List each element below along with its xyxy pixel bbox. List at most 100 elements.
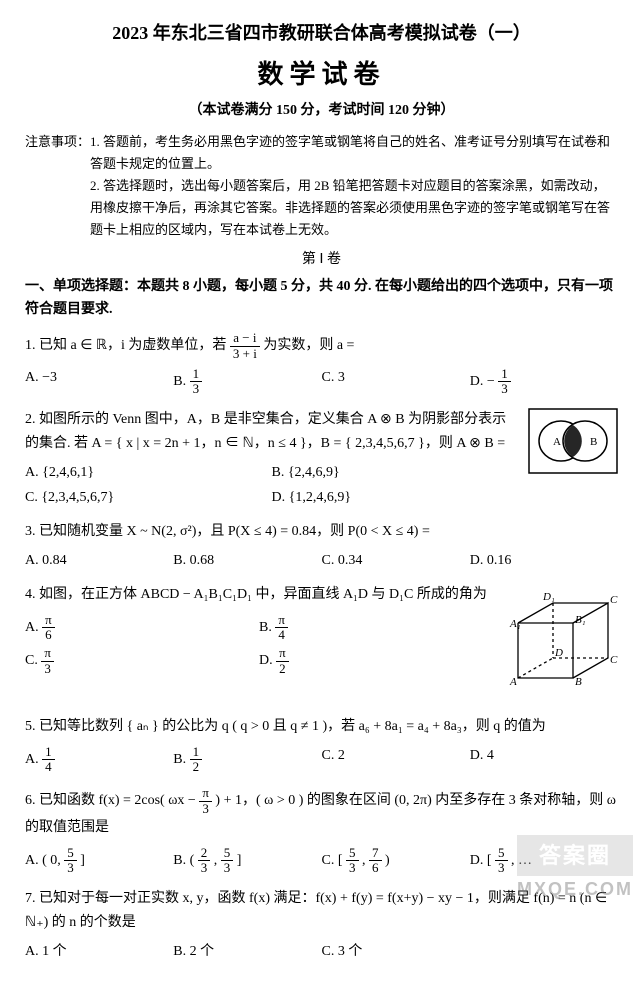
- q4-opt-c: C. π3: [25, 644, 259, 678]
- frac-den: 4: [275, 628, 288, 642]
- frac-num: 1: [498, 367, 511, 382]
- frac-num: 2: [198, 846, 211, 861]
- opt-prefix: B.: [173, 374, 189, 389]
- opt-mid: ,: [214, 853, 221, 868]
- notes-item: 1. 答题前，考生务必用黑色字迹的签字笔或钢笔将自己的姓名、准考证号分别填写在试…: [90, 131, 618, 175]
- q6-opt-a: A. ( 0, 53 ]: [25, 844, 173, 878]
- frac-den: 3 + i: [230, 347, 260, 361]
- q3-stem: 3. 已知随机变量 X ~ N(2, σ²)，且 P(X ≤ 4) = 0.84…: [25, 520, 618, 544]
- frac-den: 3: [346, 861, 359, 875]
- frac-den: 6: [42, 628, 55, 642]
- q7-opt-a: A. 1 个: [25, 939, 173, 964]
- opt-prefix: D. [: [470, 853, 495, 868]
- cube-label: C: [610, 654, 618, 666]
- opt-prefix: B.: [173, 752, 189, 767]
- frac-den: 3: [41, 662, 54, 676]
- frac-den: 2: [190, 760, 203, 774]
- opt-prefix: A. ( 0,: [25, 853, 64, 868]
- opt-prefix: A.: [25, 620, 42, 635]
- opt-prefix: D.: [259, 653, 276, 668]
- q7-stem: 7. 已知对于每一对正实数 x, y，函数 f(x) 满足：f(x) + f(y…: [25, 887, 618, 935]
- q6-opt-b: B. ( 23 , 53 ]: [173, 844, 321, 878]
- frac-num: 1: [42, 745, 55, 760]
- opt-suffix: ]: [237, 853, 242, 868]
- q5-stem: 5. 已知等比数列 { aₙ } 的公比为 q ( q > 0 且 q ≠ 1 …: [25, 715, 618, 739]
- frac-den: 4: [42, 760, 55, 774]
- sub-title: 数学试卷: [25, 55, 618, 94]
- q3-opt-d: D. 0.16: [470, 548, 618, 573]
- frac-num: π: [276, 646, 289, 661]
- cube-label: B₁: [575, 614, 586, 626]
- cube-label: A₁: [509, 618, 521, 630]
- q7-opt-b: B. 2 个: [173, 939, 321, 964]
- frac-num: 5: [495, 846, 508, 861]
- cube-label: A: [509, 676, 517, 688]
- venn-label-b: B: [590, 436, 597, 448]
- q6-opt-c: C. [ 53 , 76 ): [322, 844, 470, 878]
- question-7: 7. 已知对于每一对正实数 x, y，函数 f(x) 满足：f(x) + f(y…: [25, 887, 618, 964]
- q3-opt-a: A. 0.84: [25, 548, 173, 573]
- cube-label: B: [575, 676, 582, 688]
- frac-num: π: [275, 613, 288, 628]
- notes-label: 注意事项：: [25, 131, 90, 175]
- frac-num: 1: [190, 367, 203, 382]
- q5-opt-a: A. 14: [25, 743, 173, 777]
- cube-label: D: [554, 647, 563, 659]
- opt-prefix: B. (: [173, 853, 198, 868]
- frac-den: 6: [369, 861, 382, 875]
- opt-prefix: C.: [25, 653, 41, 668]
- q2-opt-d: D. {1,2,4,6,9}: [272, 485, 519, 510]
- frac-den: 3: [498, 382, 511, 396]
- q1-stem-prefix: 1. 已知 a ∈ ℝ，i 为虚数单位，若: [25, 338, 230, 353]
- q6-opt-d: D. [ 53 , …: [470, 844, 618, 878]
- question-4: 4. 如图，在正方体 ABCD − A₁B₁C₁D₁ 中，异面直线 A₁D 与 …: [25, 583, 618, 705]
- q1-opt-c: C. 3: [322, 365, 470, 399]
- question-3: 3. 已知随机变量 X ~ N(2, σ²)，且 P(X ≤ 4) = 0.84…: [25, 520, 618, 573]
- question-6: 6. 已知函数 f(x) = 2cos( ωx − π3 ) + 1，( ω >…: [25, 786, 618, 877]
- frac-num: 5: [64, 846, 77, 861]
- main-title: 2023 年东北三省四市教研联合体高考模拟试卷（一）: [25, 20, 618, 47]
- frac-den: 3: [221, 861, 234, 875]
- q7-opt-c: C. 3 个: [322, 939, 470, 964]
- exam-info: （本试卷满分 150 分，考试时间 120 分钟）: [25, 100, 618, 121]
- cube-label: C₁: [610, 594, 618, 606]
- q4-opt-a: A. π6: [25, 611, 259, 645]
- part-label: 第 Ⅰ 卷: [25, 249, 618, 270]
- frac-num: π: [42, 613, 55, 628]
- q4-opt-d: D. π2: [259, 644, 493, 678]
- q1-fraction: a − i 3 + i: [230, 331, 260, 361]
- frac-num: 7: [369, 846, 382, 861]
- question-1: 1. 已知 a ∈ ℝ，i 为虚数单位，若 a − i 3 + i 为实数，则 …: [25, 331, 618, 398]
- q5-opt-b: B. 12: [173, 743, 321, 777]
- opt-prefix: C. [: [322, 853, 347, 868]
- opt-suffix: , …: [511, 853, 532, 868]
- q1-opt-d: D. − 13: [470, 365, 618, 399]
- frac-den: 3: [198, 861, 211, 875]
- question-5: 5. 已知等比数列 { aₙ } 的公比为 q ( q > 0 且 q ≠ 1 …: [25, 715, 618, 776]
- q2-opt-b: B. {2,4,6,9}: [272, 460, 519, 485]
- venn-diagram: A B: [528, 408, 618, 510]
- notes-spacer: [25, 175, 90, 241]
- question-2: 2. 如图所示的 Venn 图中，A，B 是非空集合，定义集合 A ⊗ B 为阴…: [25, 408, 618, 510]
- venn-label-a: A: [553, 436, 561, 448]
- q2-opt-c: C. {2,3,4,5,6,7}: [25, 485, 272, 510]
- q1-opt-b: B. 13: [173, 365, 321, 399]
- q3-opt-c: C. 0.34: [322, 548, 470, 573]
- section-head: 一、单项选择题：本题共 8 小题，每小题 5 分，共 40 分. 在每小题给出的…: [25, 276, 618, 321]
- frac-num: π: [199, 786, 212, 801]
- opt-prefix: B.: [259, 620, 275, 635]
- q1-stem-suffix: 为实数，则 a =: [263, 338, 354, 353]
- q7-opt-d: [470, 939, 618, 964]
- q2-opt-a: A. {2,4,6,1}: [25, 460, 272, 485]
- frac-num: a − i: [230, 331, 260, 346]
- opt-mid: ,: [362, 853, 369, 868]
- frac-den: 3: [495, 861, 508, 875]
- frac-den: 2: [276, 662, 289, 676]
- opt-prefix: D. −: [470, 374, 499, 389]
- q4-opt-b: B. π4: [259, 611, 493, 645]
- q5-opt-c: C. 2: [322, 743, 470, 777]
- opt-suffix: ]: [80, 853, 85, 868]
- notes-block: 注意事项： 1. 答题前，考生务必用黑色字迹的签字笔或钢笔将自己的姓名、准考证号…: [25, 131, 618, 241]
- q3-opt-b: B. 0.68: [173, 548, 321, 573]
- frac-num: 5: [346, 846, 359, 861]
